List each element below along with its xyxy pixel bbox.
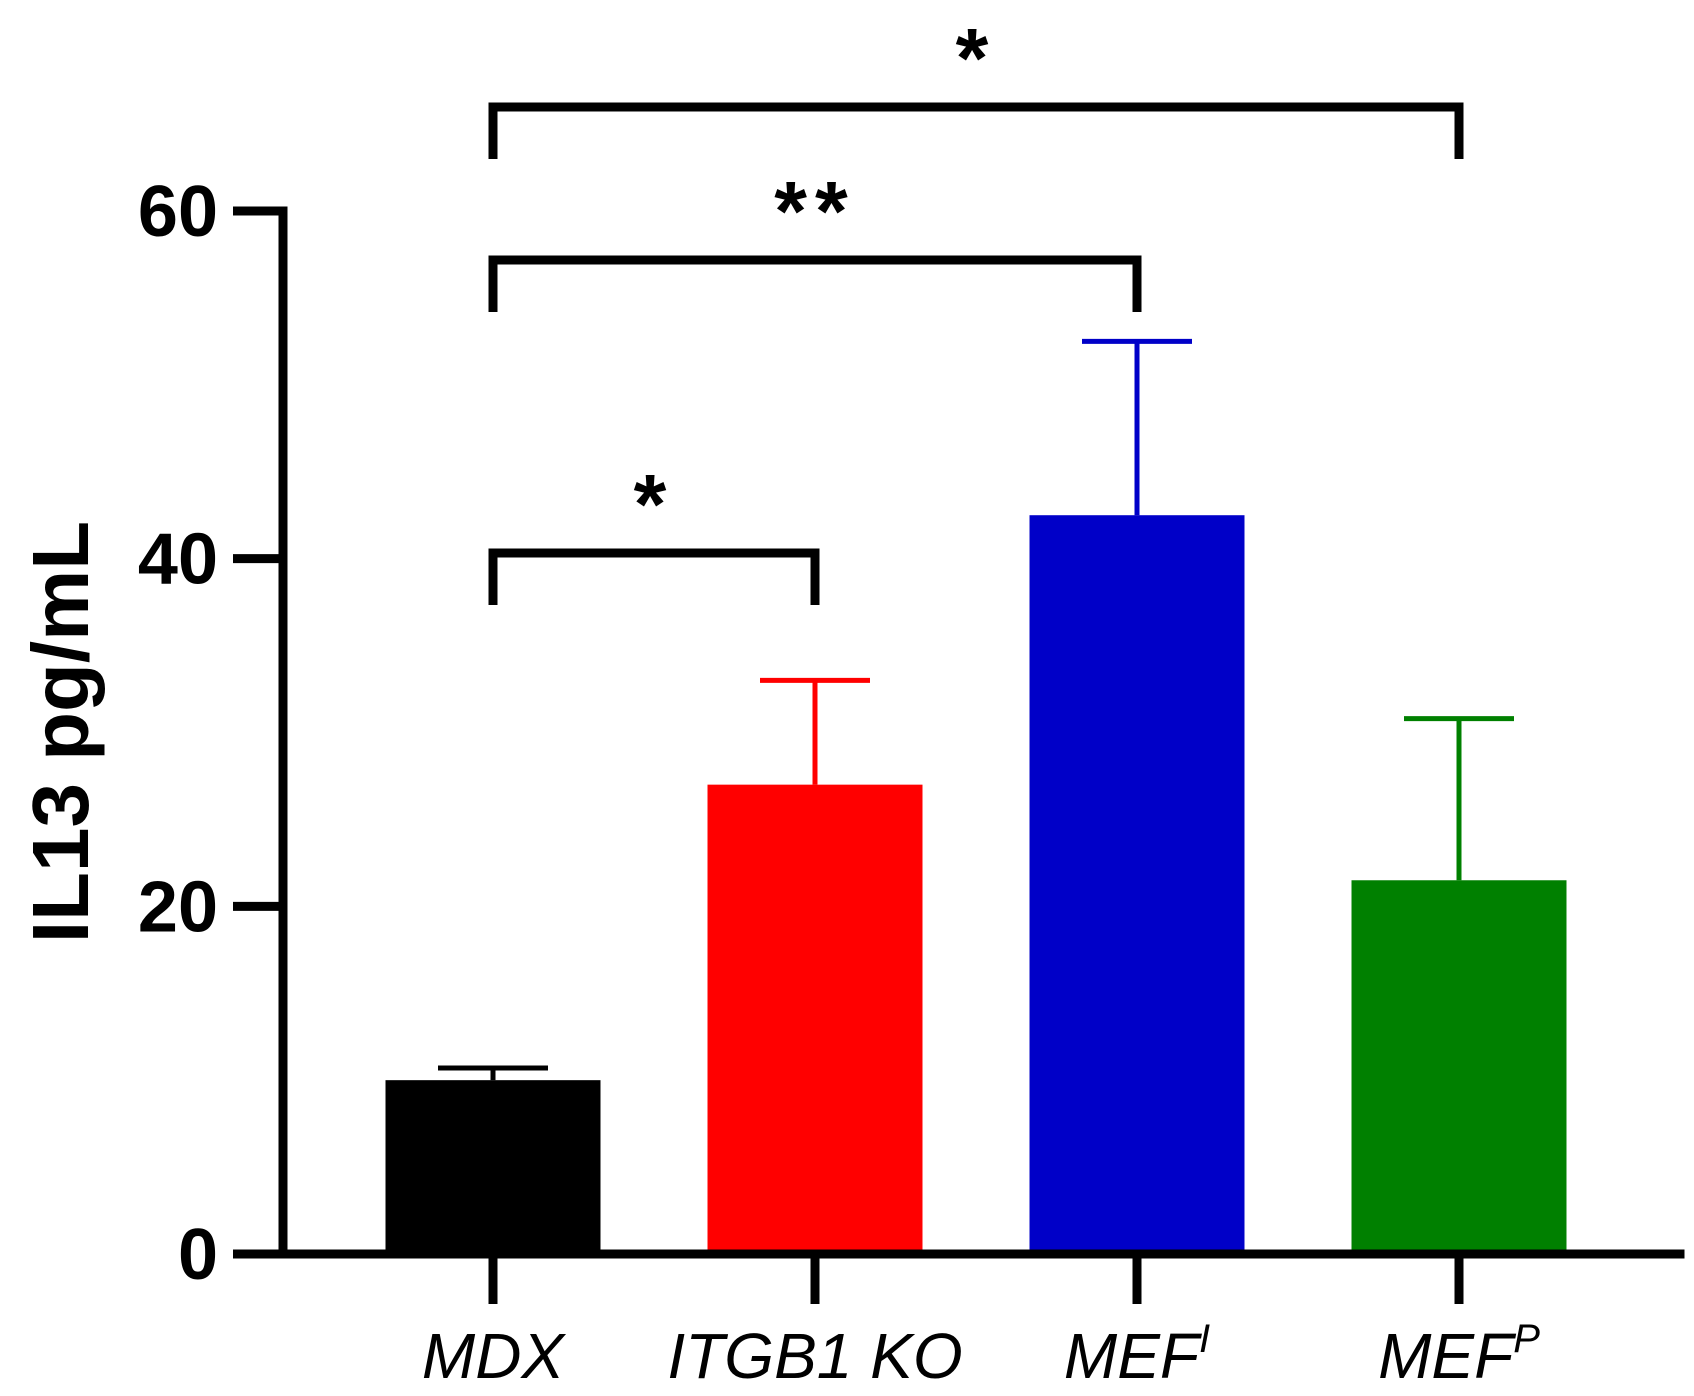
bar-mdx xyxy=(385,1080,601,1254)
significance-bracket-line xyxy=(488,548,820,605)
x-tick-label: ITGB1 KO xyxy=(667,1320,962,1392)
significance-bracket: ** xyxy=(488,164,1142,312)
x-ticks-group: MDX ITGB1 KO MEFI MEFP xyxy=(422,1254,1540,1392)
x-tick-label: MDX xyxy=(422,1320,567,1392)
y-tick-label: 60 xyxy=(138,172,218,252)
bar-mef-p xyxy=(1351,880,1567,1254)
x-tick-label: MEFP xyxy=(1378,1317,1540,1392)
y-tick-label: 40 xyxy=(138,520,218,600)
x-tick-label: MEFI xyxy=(1064,1317,1210,1392)
error-bar xyxy=(760,677,870,785)
axes-group xyxy=(278,206,1685,1259)
error-bar xyxy=(438,1065,548,1081)
significance-group: **** xyxy=(488,11,1464,605)
bar-mef-i xyxy=(1029,515,1245,1254)
error-bars-group xyxy=(438,338,1514,1081)
significance-label: * xyxy=(956,11,997,105)
y-tick-label: 0 xyxy=(178,1215,218,1295)
significance-bracket-line xyxy=(488,255,1142,312)
error-bar xyxy=(1082,338,1192,516)
significance-bracket: * xyxy=(488,457,820,605)
error-bar xyxy=(1404,716,1514,881)
bars-group xyxy=(385,515,1567,1254)
significance-bracket: * xyxy=(488,11,1464,159)
y-tick-label: 20 xyxy=(138,867,218,947)
significance-label: * xyxy=(634,457,675,551)
significance-label: ** xyxy=(774,164,855,258)
y-ticks-group: 0 20 40 60 xyxy=(138,172,283,1295)
bar-itgb1-ko xyxy=(707,784,923,1254)
y-axis-title: IL13 pg/mL xyxy=(16,521,105,943)
significance-bracket-line xyxy=(488,102,1464,159)
